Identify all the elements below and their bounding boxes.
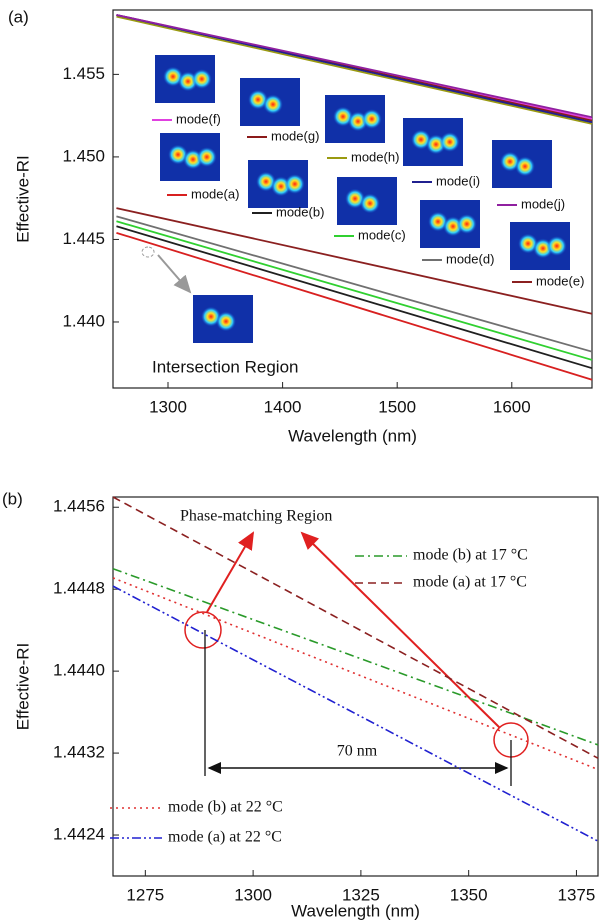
- legend-label: mode(d): [446, 251, 494, 266]
- legend-label: mode(h): [351, 149, 399, 164]
- pointer-arrow: [158, 255, 190, 292]
- pointer-arrow: [207, 533, 253, 612]
- mode-spot: [360, 193, 380, 213]
- annotation: Intersection Region: [152, 357, 298, 376]
- annotation: 70 nm: [337, 743, 378, 760]
- x-tick-label: 1275: [126, 885, 164, 904]
- annotation: Phase-matching Region: [180, 508, 332, 525]
- legend-label: mode(b): [276, 204, 324, 219]
- panel-label: (b): [2, 489, 23, 508]
- y-tick-label: 1.4432: [53, 743, 105, 762]
- mode-spot: [515, 156, 535, 176]
- x-tick-label: 1600: [493, 397, 531, 416]
- series-line: [113, 569, 598, 745]
- y-axis-label: Effective-RI: [13, 155, 32, 243]
- legend-label: mode (a) at 17 °C: [413, 574, 527, 591]
- y-tick-label: 1.440: [62, 311, 105, 330]
- mode-spot: [547, 236, 567, 256]
- mode-spot: [192, 69, 212, 89]
- y-tick-label: 1.4448: [53, 579, 105, 598]
- x-tick-label: 1350: [450, 885, 488, 904]
- mode-spot: [440, 132, 460, 152]
- x-tick-label: 1500: [378, 397, 416, 416]
- legend-label: mode(i): [436, 173, 480, 188]
- y-tick-label: 1.4440: [53, 661, 105, 680]
- legend-label: mode (b) at 17 °C: [413, 547, 528, 564]
- mode-spot: [285, 174, 305, 194]
- region-circle: [185, 612, 221, 648]
- legend-label: mode (b) at 22 °C: [168, 799, 283, 816]
- legend-label: mode(g): [271, 128, 319, 143]
- mode-spot: [457, 214, 477, 234]
- x-tick-label: 1300: [149, 397, 187, 416]
- legend-label: mode(c): [358, 227, 406, 242]
- y-axis-label: Effective-RI: [13, 643, 32, 731]
- x-tick-label: 1300: [234, 885, 272, 904]
- figure: 1300 1400 1500 1600 1.440 1.445 1.450 1.455 Wave…: [0, 0, 610, 924]
- legend-label: mode(e): [536, 273, 584, 288]
- mode-spot: [263, 94, 283, 114]
- panel-label: (a): [8, 7, 29, 26]
- x-tick-label: 1400: [264, 397, 302, 416]
- legend-label: mode(f): [176, 111, 221, 126]
- intersection-marker: [142, 247, 154, 257]
- y-tick-label: 1.455: [62, 64, 105, 83]
- legend-label: mode (a) at 22 °C: [168, 829, 282, 846]
- x-tick-label: 1375: [558, 885, 596, 904]
- y-tick-label: 1.450: [62, 146, 105, 165]
- y-tick-label: 1.445: [62, 229, 105, 248]
- legend-label: mode(a): [191, 186, 239, 201]
- series-line: [113, 578, 598, 770]
- y-tick-label: 1.4456: [53, 497, 105, 516]
- legend-label: mode(j): [521, 196, 565, 211]
- x-axis-label: Wavelength (nm): [291, 901, 420, 920]
- x-axis-label: Wavelength (nm): [288, 426, 417, 445]
- mode-spot: [216, 311, 236, 331]
- mode-spot: [362, 109, 382, 129]
- mode-spot: [197, 147, 217, 167]
- y-tick-label: 1.4424: [53, 825, 105, 844]
